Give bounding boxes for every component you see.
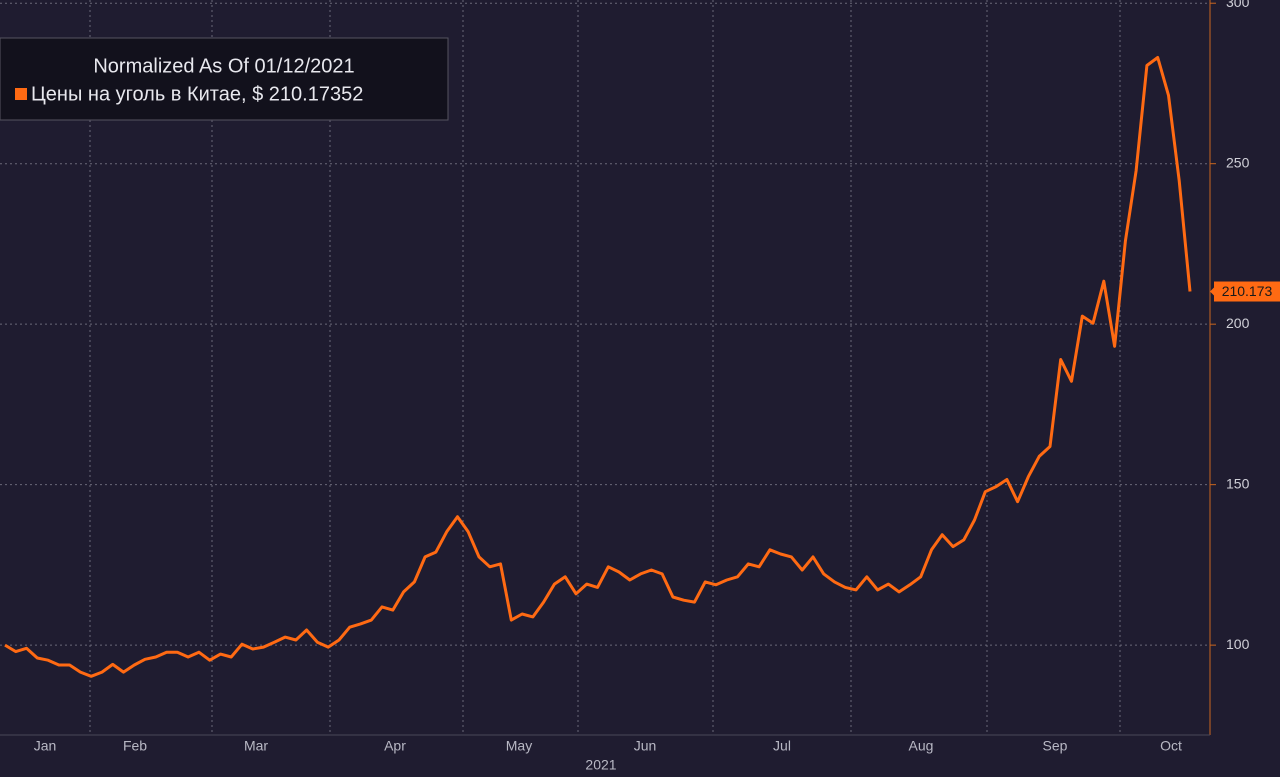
x-tick-label: Sep [1043, 738, 1068, 754]
legend-label: Цены на уголь в Китае, $ 210.17352 [31, 83, 363, 105]
x-tick-label: Apr [384, 738, 406, 754]
data-line [4, 56, 1192, 678]
last-value-pointer [1210, 286, 1215, 297]
legend-box [0, 37, 449, 121]
y-tick-label: 100 [1226, 636, 1250, 652]
x-tick-label: Jan [34, 738, 57, 754]
legend-swatch [15, 88, 27, 100]
x-tick-label: Jul [773, 738, 791, 754]
y-tick-label: 250 [1226, 154, 1250, 170]
y-tick-label: 300 [1226, 0, 1250, 10]
x-tick-label: May [506, 738, 532, 754]
legend-title: Normalized As Of 01/12/2021 [93, 55, 354, 77]
last-value-box [1214, 281, 1280, 302]
x-tick-label: Aug [909, 738, 934, 754]
year-label: 2021 [585, 757, 616, 773]
x-tick-label: Jun [634, 738, 657, 754]
x-tick-label: Mar [244, 738, 268, 754]
y-tick-label: 150 [1226, 475, 1250, 491]
y-tick-label: 200 [1226, 315, 1250, 331]
x-tick-label: Oct [1160, 738, 1182, 754]
x-tick-label: Feb [123, 738, 147, 754]
last-value-label: 210.173 [1222, 283, 1273, 299]
